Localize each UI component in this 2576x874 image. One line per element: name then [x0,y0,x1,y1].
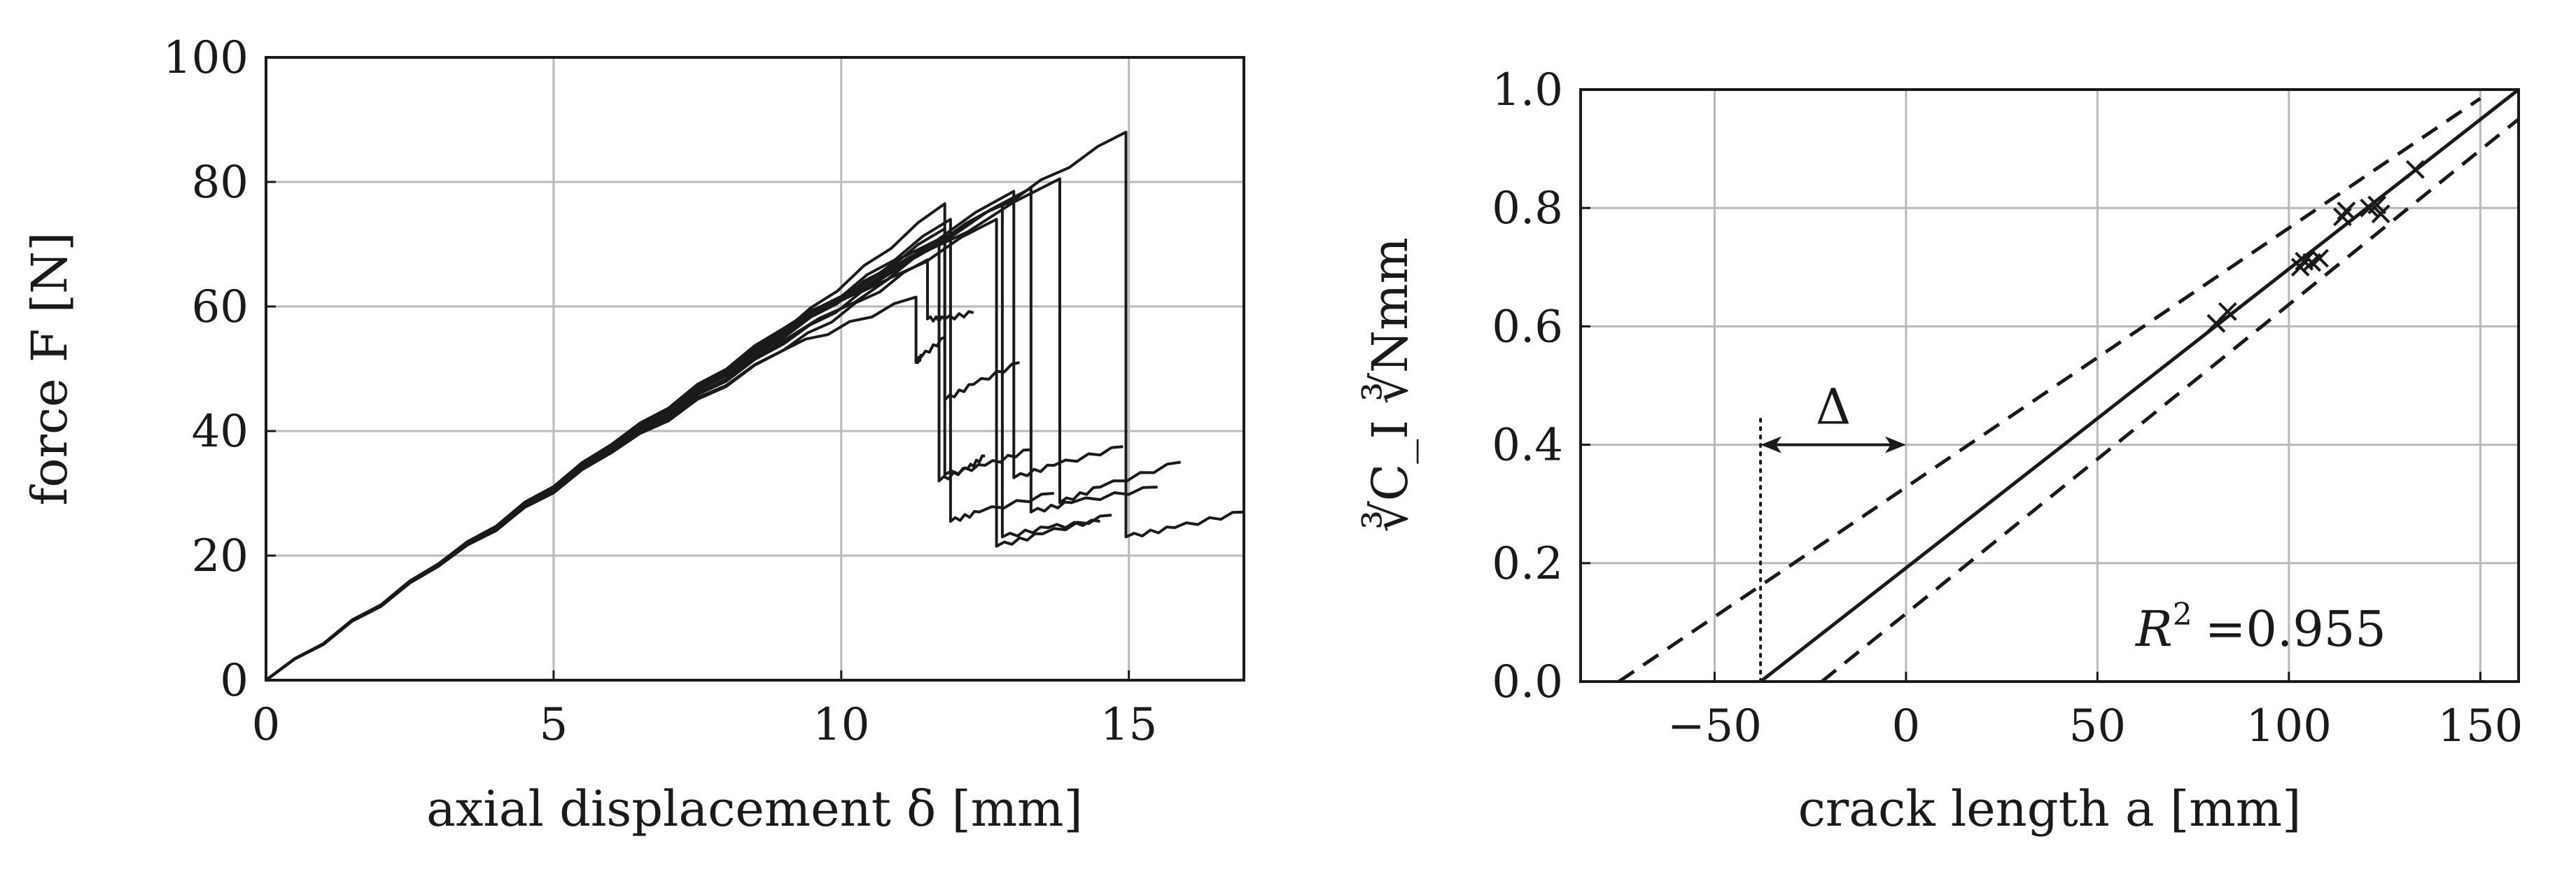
test-curve [265,295,946,682]
x-tick-label: 15 [1100,699,1157,751]
compliance-crack-length-chart: −50 0 50 100 150 0.0 0.2 0.4 0.6 0.8 1.0 crack len… [1361,64,2523,838]
y-tick-label: 40 [192,406,248,458]
data-point-marker [2405,160,2425,179]
data-point-marker [2332,207,2352,227]
data-point-marker [2295,251,2314,271]
delta-label: Δ [1816,379,1851,436]
y-tick-label: 0 [220,655,248,707]
test-curve [265,130,1245,682]
plot-frame [1579,88,2520,683]
plot-frame [265,56,1245,682]
test-curve [265,243,986,682]
test-curve [265,218,1112,682]
test-curve [265,177,1181,682]
x-tick-label: 50 [2069,700,2126,752]
x-tick-label: 100 [2246,700,2332,752]
x-tick-label: 150 [2437,700,2523,752]
y-tick-label: 80 [192,157,248,209]
y-tick-label: 1.0 [1492,64,1563,116]
data-point-marker [2337,202,2356,220]
force-displacement-chart: 0 5 10 15 0 20 40 60 80 100 axial displacement δ … [21,32,1245,838]
r-squared-symbol: R [2134,600,2173,658]
test-curve [265,202,1032,682]
y-tick-label: 0.8 [1492,183,1563,234]
r-squared-annotation: R2 =0.955 [2134,597,2386,658]
y-tick-label: 60 [192,281,248,333]
y-tick-label: 20 [192,530,248,582]
y-tick-label: 0.2 [1492,538,1563,590]
data-point-marker [2371,204,2390,224]
test-curve [265,218,1054,682]
y-tick-label: 0.6 [1492,301,1563,353]
y-axis-label: ∛C_I ∛Nmm [1361,237,1419,533]
r-squared-exponent: 2 [2173,597,2192,633]
x-tick-label: 0 [1892,700,1921,752]
x-tick-label: 5 [540,699,568,751]
test-curve [265,186,1158,682]
x-axis-label: crack length a [mm] [1798,780,2302,838]
confidence-bound-line [1618,97,2482,684]
test-curve [265,258,974,682]
y-tick-label: 0.0 [1492,656,1563,708]
x-tick-label: 10 [813,699,869,751]
y-tick-label: 0.4 [1492,420,1563,472]
r-squared-value: =0.955 [2205,600,2386,658]
data-point-marker [2218,302,2237,321]
x-tick-label: −50 [1667,700,1762,752]
test-curve [265,227,1020,682]
confidence-bound-line [1821,118,2520,683]
y-tick-label: 100 [163,32,248,84]
test-curve [265,190,1124,682]
regression-line [1759,88,2520,683]
delta-arrowhead-left [1760,436,1782,453]
y-axis-label: force F [N] [21,232,78,505]
x-tick-label: 0 [252,699,281,751]
data-point-marker [2310,248,2330,268]
delta-arrowhead-right [1884,436,1906,453]
test-curve [265,202,1100,682]
x-axis-label: axial displacement δ [mm] [426,780,1083,838]
